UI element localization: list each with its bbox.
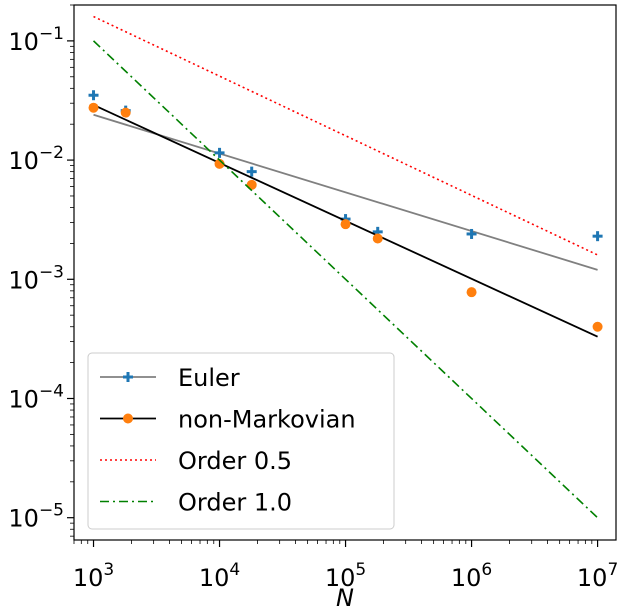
euler-point <box>592 231 603 242</box>
x-tick-label: 103 <box>73 560 114 592</box>
euler-point <box>88 90 99 101</box>
legend-label-non-markovian: non-Markovian <box>178 406 356 434</box>
non-markovian-point <box>214 158 225 169</box>
legend-marker-euler <box>123 372 133 382</box>
y-tick-label: 10−4 <box>8 381 64 413</box>
order-1-0-line <box>92 40 599 519</box>
non-markovian-point <box>372 233 383 244</box>
legend-marker-non-markovian <box>123 413 133 424</box>
y-tick-label: 10−1 <box>8 24 64 56</box>
euler-fit-line <box>93 113 598 271</box>
x-tick-label: 105 <box>325 560 366 592</box>
legend: Euler non-Markovian Order 0.5 Order 1.0 <box>87 352 395 530</box>
series-layer <box>88 15 603 519</box>
y-tick-label: 10−5 <box>8 501 64 533</box>
non-markovian-point <box>592 321 603 332</box>
non-markovian-point <box>246 179 257 190</box>
x-tick-label: 107 <box>577 560 618 592</box>
y-tick-label: 10−3 <box>8 262 64 294</box>
ticks-layer: 103 104 105 106 107 10−1 10−2 10−3 10−4 10−5 <box>8 4 618 592</box>
y-tick-label: 10−2 <box>8 143 64 175</box>
x-tick-label: 104 <box>199 560 240 592</box>
x-axis-label: N <box>336 584 354 611</box>
non-markovian-point <box>120 107 131 118</box>
euler-point <box>466 228 477 239</box>
legend-label-order-1-0: Order 1.0 <box>178 489 292 517</box>
legend-box <box>87 352 395 530</box>
euler-point <box>246 166 257 177</box>
non-markovian-point <box>340 219 351 230</box>
euler-point <box>214 147 225 158</box>
legend-label-order-0-5: Order 0.5 <box>178 447 292 475</box>
legend-label-euler: Euler <box>178 364 240 392</box>
non-markovian-point <box>466 287 477 298</box>
plot-frame <box>73 4 617 541</box>
x-tick-label: 106 <box>451 560 492 592</box>
non-markovian-point <box>88 102 99 113</box>
